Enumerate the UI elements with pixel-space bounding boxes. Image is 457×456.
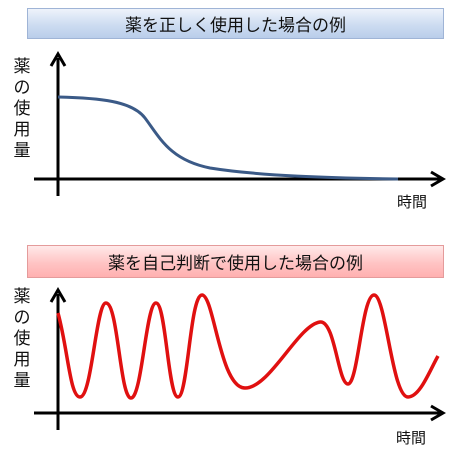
self-judgment-title-banner: 薬を自己判断で使用した場合の例 xyxy=(27,245,444,278)
self-judgment-curve xyxy=(56,293,440,400)
bottom-x-axis-label: 時間 xyxy=(396,429,427,447)
bottom-y-axis-label: 薬の使用量 xyxy=(13,287,31,391)
correct-use-title: 薬を正しく使用した場合の例 xyxy=(125,16,346,36)
top-y-axis-arrowhead xyxy=(49,51,67,67)
top-axes xyxy=(34,51,446,196)
bottom-y-axis-arrowhead xyxy=(49,287,67,303)
correct-use-title-banner: 薬を正しく使用した場合の例 xyxy=(27,8,444,39)
correct-use-curve xyxy=(57,95,399,181)
self-judgment-title: 薬を自己判断で使用した場合の例 xyxy=(108,254,363,274)
top-x-axis-arrowhead xyxy=(430,170,446,188)
bottom-x-axis-arrowhead xyxy=(430,404,446,422)
top-y-axis-label: 薬の使用量 xyxy=(13,57,31,161)
top-x-axis-label: 時間 xyxy=(397,193,428,211)
